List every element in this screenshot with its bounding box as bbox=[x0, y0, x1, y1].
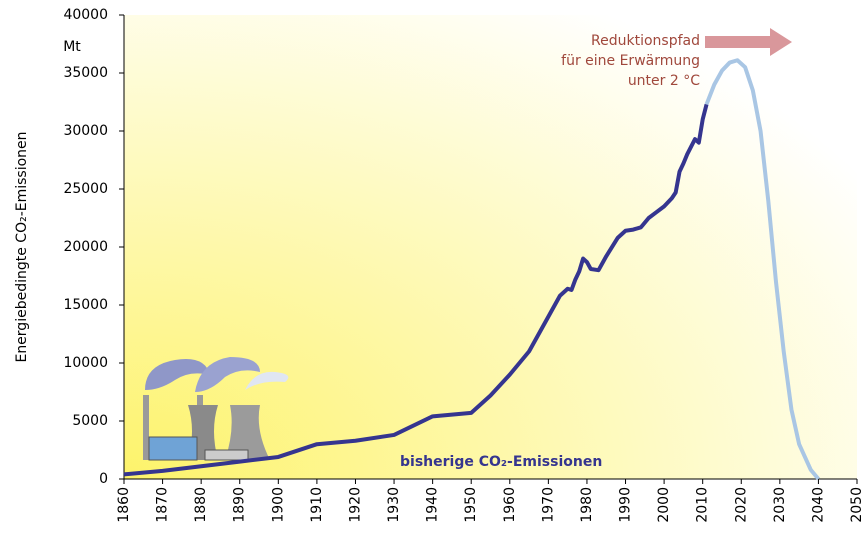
x-tick-label: 2010 bbox=[695, 487, 711, 523]
x-tick-label: 1940 bbox=[425, 487, 441, 523]
x-tick-label: 2050 bbox=[849, 487, 864, 523]
y-tick-label: 10000 bbox=[63, 355, 108, 371]
y-tick-label: 5000 bbox=[72, 413, 108, 429]
y-tick-label: 35000 bbox=[63, 65, 108, 81]
y-tick-label: 40000 bbox=[63, 7, 108, 23]
x-tick-label: 1890 bbox=[232, 487, 248, 523]
annotation: unter 2 °C bbox=[628, 73, 700, 89]
x-tick-label: 1950 bbox=[463, 487, 479, 523]
y-tick-label: 15000 bbox=[63, 297, 108, 313]
y-tick-label: 30000 bbox=[63, 123, 108, 139]
x-tick-label: 1930 bbox=[386, 487, 402, 523]
y-tick-label: 20000 bbox=[63, 239, 108, 255]
x-tick-label: 1920 bbox=[347, 487, 363, 523]
x-tick-label: 2030 bbox=[772, 487, 788, 523]
x-tick-label: 1960 bbox=[502, 487, 518, 523]
x-tick-label: 1900 bbox=[270, 487, 286, 523]
y-tick-label: 0 bbox=[99, 471, 108, 487]
x-tick-label: 1910 bbox=[309, 487, 325, 523]
x-tick-label: 1860 bbox=[116, 487, 132, 523]
y-axis-label: Energiebedingte CO₂-Emissionen bbox=[14, 131, 30, 362]
x-tick-label: 1970 bbox=[540, 487, 556, 523]
x-tick-label: 1980 bbox=[579, 487, 595, 523]
x-tick-label: 1880 bbox=[193, 487, 209, 523]
annotation: bisherige CO₂-Emissionen bbox=[400, 454, 602, 470]
x-tick-label: 2040 bbox=[810, 487, 826, 523]
x-tick-label: 1990 bbox=[618, 487, 634, 523]
annotation: für eine Erwärmung bbox=[561, 53, 700, 69]
x-tick-label: 1870 bbox=[155, 487, 171, 523]
x-tick-label: 2020 bbox=[733, 487, 749, 523]
y-unit: Mt bbox=[63, 39, 81, 55]
y-tick-label: 25000 bbox=[63, 181, 108, 197]
annotation: Reduktionspfad bbox=[591, 33, 700, 49]
x-tick-label: 2000 bbox=[656, 487, 672, 523]
chart: Energiebedingte CO₂-Emissionen Mt Redukt… bbox=[0, 0, 864, 537]
